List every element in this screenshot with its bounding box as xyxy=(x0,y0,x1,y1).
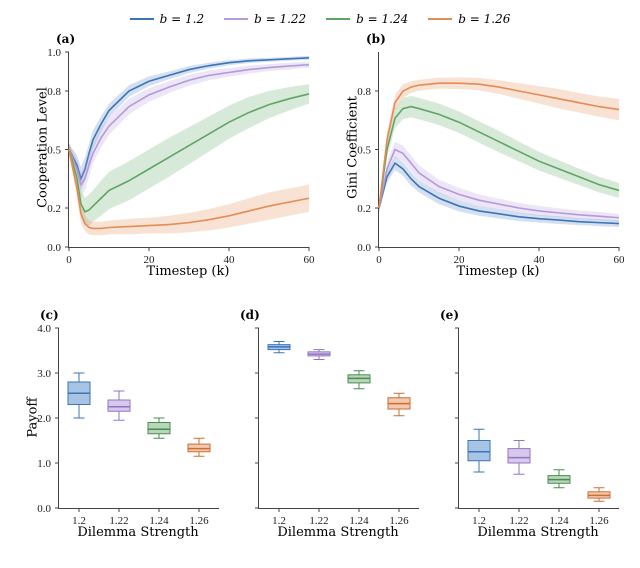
panel-e: (e) 1.21.221.241.26 Dilemma Strength xyxy=(458,328,618,508)
panel-b-ylabel: Gini Coefficient xyxy=(346,58,361,238)
panel-c-xlabel: Dilemma Strength xyxy=(58,525,218,540)
panel-a: (a) 0.00.20.50.81.00204060 Cooperation L… xyxy=(68,52,308,247)
legend: b = 1.2 b = 1.22 b = 1.24 b = 1.26 xyxy=(10,10,630,28)
legend-swatch xyxy=(326,18,350,20)
panel-d: (d) 1.21.221.241.26 Dilemma Strength xyxy=(258,328,418,508)
panel-a-tag: (a) xyxy=(56,32,75,46)
panel-b: (b) 0.00.20.50.80204060 Gini Coefficient… xyxy=(378,52,618,247)
svg-text:0.0: 0.0 xyxy=(357,242,371,254)
panel-c-plotarea: 0.01.02.03.04.01.21.221.241.26 xyxy=(58,328,219,509)
legend-item: b = 1.22 xyxy=(224,10,306,28)
panel-d-tag: (d) xyxy=(240,308,260,322)
panel-e-xlabel: Dilemma Strength xyxy=(458,525,618,540)
panel-b-xlabel: Timestep (k) xyxy=(378,264,618,279)
panel-b-plotarea: 0.00.20.50.80204060 xyxy=(378,52,619,248)
panel-a-plotarea: 0.00.20.50.81.00204060 xyxy=(68,52,309,248)
svg-text:0.0: 0.0 xyxy=(47,242,61,254)
panel-a-xlabel: Timestep (k) xyxy=(68,264,308,279)
panel-b-tag: (b) xyxy=(366,32,386,46)
legend-item: b = 1.26 xyxy=(428,10,510,28)
legend-swatch xyxy=(224,18,248,20)
panel-e-plotarea: 1.21.221.241.26 xyxy=(458,328,619,509)
figure: b = 1.2b = 1.22b = 1.24b = 1.26 (a) 0.00… xyxy=(10,10,630,558)
legend-label: b = 1.26 xyxy=(458,12,510,26)
panel-c: (c) 0.01.02.03.04.01.21.221.241.26 Payof… xyxy=(58,328,218,508)
legend-swatch xyxy=(130,18,154,20)
panel-d-xlabel: Dilemma Strength xyxy=(258,525,418,540)
svg-text:4.0: 4.0 xyxy=(37,323,51,335)
legend-swatch xyxy=(428,18,452,20)
panel-a-ylabel: Cooperation Level xyxy=(36,58,51,238)
legend-label: b = 1.24 xyxy=(356,12,408,26)
panel-e-tag: (e) xyxy=(440,308,459,322)
legend-label: b = 1.22 xyxy=(254,12,306,26)
panel-d-plotarea: 1.21.221.241.26 xyxy=(258,328,419,509)
legend-item: b = 1.2 xyxy=(130,10,204,28)
legend-item: b = 1.24 xyxy=(326,10,408,28)
svg-text:0.0: 0.0 xyxy=(37,503,51,515)
panel-c-tag: (c) xyxy=(40,308,59,322)
bottom-ylabel: Payoff xyxy=(26,348,41,488)
legend-label: b = 1.2 xyxy=(160,12,204,26)
